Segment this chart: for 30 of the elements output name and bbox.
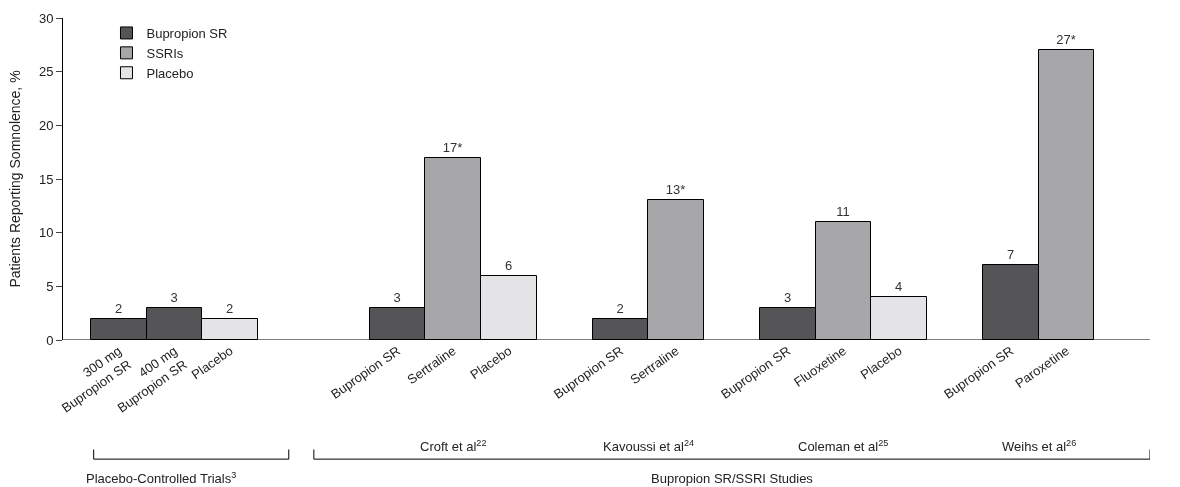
- y-tick-label: 20: [38, 117, 54, 133]
- y-tick-label: 15: [38, 171, 54, 187]
- legend-label: Placebo: [146, 65, 194, 81]
- text: Weihs et al$^{26}$: [1002, 438, 1077, 455]
- data-label: 27*: [1056, 31, 1076, 47]
- text: Coleman et al$^{25}$: [798, 438, 889, 455]
- data-label: 3: [393, 289, 401, 305]
- data-label: 13*: [665, 181, 686, 197]
- data-label: 17*: [442, 139, 463, 155]
- data-label: 11: [836, 203, 850, 219]
- y-axis-title: Patients Reporting Somnolence, %: [6, 70, 23, 288]
- data-label: 2: [225, 300, 234, 316]
- legend-label: SSRIs: [146, 45, 184, 61]
- text: Kavoussi et al$^{24}$: [603, 438, 695, 455]
- y-tick-label: 0: [46, 332, 54, 348]
- y-tick-label: 5: [46, 278, 54, 294]
- legend-label: Bupropion SR: [146, 26, 228, 42]
- y-tick-label: 25: [38, 64, 54, 80]
- data-label: 3: [783, 289, 792, 305]
- data-label: 7: [1006, 246, 1015, 262]
- data-label: 2: [616, 300, 624, 316]
- text: Croft et al$^{22}$: [420, 438, 487, 455]
- data-label: 3: [170, 289, 178, 305]
- data-label: 2: [114, 300, 123, 316]
- data-label: 6: [504, 257, 513, 273]
- text: Placebo-Controlled Trials$^{3}$: [86, 470, 237, 487]
- y-tick-label: 10: [38, 225, 54, 241]
- y-tick-label: 30: [38, 10, 54, 26]
- data-label: 4: [894, 278, 903, 294]
- text: Bupropion SR/SSRI Studies: [651, 471, 814, 486]
